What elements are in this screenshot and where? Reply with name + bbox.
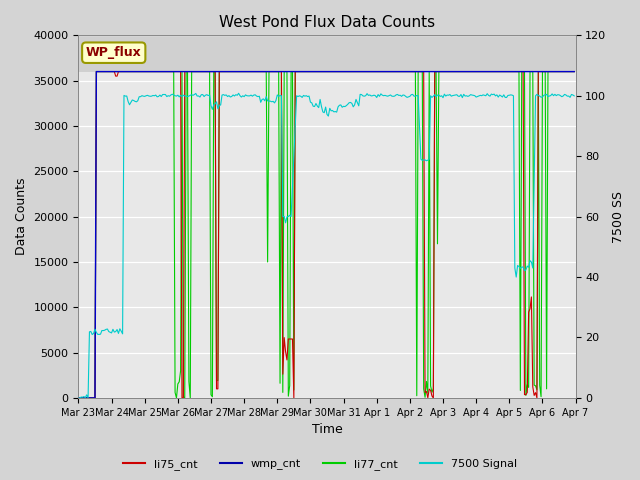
li77_cnt: [75, 395, 83, 401]
7500 Signal: [222, 92, 230, 98]
Line: li75_cnt: li75_cnt: [79, 72, 574, 398]
li75_cnt: [75, 395, 83, 401]
li77_cnt: [93, 69, 100, 74]
li75_cnt: [93, 69, 100, 74]
li77_cnt: [137, 69, 145, 74]
Line: wmp_cnt: wmp_cnt: [79, 72, 574, 398]
li75_cnt: [292, 69, 300, 74]
wmp_cnt: [544, 69, 552, 74]
li77_cnt: [544, 69, 552, 74]
X-axis label: Time: Time: [312, 423, 342, 436]
Text: WP_flux: WP_flux: [86, 46, 141, 59]
li75_cnt: [240, 69, 248, 74]
li77_cnt: [292, 69, 300, 74]
Y-axis label: Data Counts: Data Counts: [15, 178, 28, 255]
wmp_cnt: [93, 69, 100, 74]
Line: 7500 Signal: 7500 Signal: [79, 93, 574, 398]
wmp_cnt: [240, 69, 248, 74]
Line: li77_cnt: li77_cnt: [79, 72, 574, 398]
li75_cnt: [224, 69, 232, 74]
wmp_cnt: [570, 69, 578, 74]
wmp_cnt: [248, 69, 256, 74]
li77_cnt: [570, 69, 578, 74]
Y-axis label: 7500 SS: 7500 SS: [612, 191, 625, 242]
wmp_cnt: [292, 69, 300, 74]
7500 Signal: [292, 93, 300, 99]
Title: West Pond Flux Data Counts: West Pond Flux Data Counts: [219, 15, 435, 30]
li75_cnt: [248, 69, 256, 74]
wmp_cnt: [137, 69, 145, 74]
7500 Signal: [75, 395, 83, 401]
Legend: li75_cnt, wmp_cnt, li77_cnt, 7500 Signal: li75_cnt, wmp_cnt, li77_cnt, 7500 Signal: [118, 455, 522, 474]
7500 Signal: [235, 90, 243, 96]
7500 Signal: [240, 94, 248, 99]
wmp_cnt: [75, 395, 83, 401]
7500 Signal: [570, 93, 578, 99]
li75_cnt: [544, 69, 552, 74]
li75_cnt: [570, 69, 578, 74]
7500 Signal: [544, 94, 552, 99]
wmp_cnt: [224, 69, 232, 74]
li77_cnt: [240, 69, 248, 74]
7500 Signal: [248, 93, 256, 99]
li77_cnt: [224, 69, 232, 74]
li77_cnt: [248, 69, 256, 74]
li75_cnt: [137, 69, 145, 74]
7500 Signal: [135, 94, 143, 100]
Bar: [79, 36, 575, 72]
